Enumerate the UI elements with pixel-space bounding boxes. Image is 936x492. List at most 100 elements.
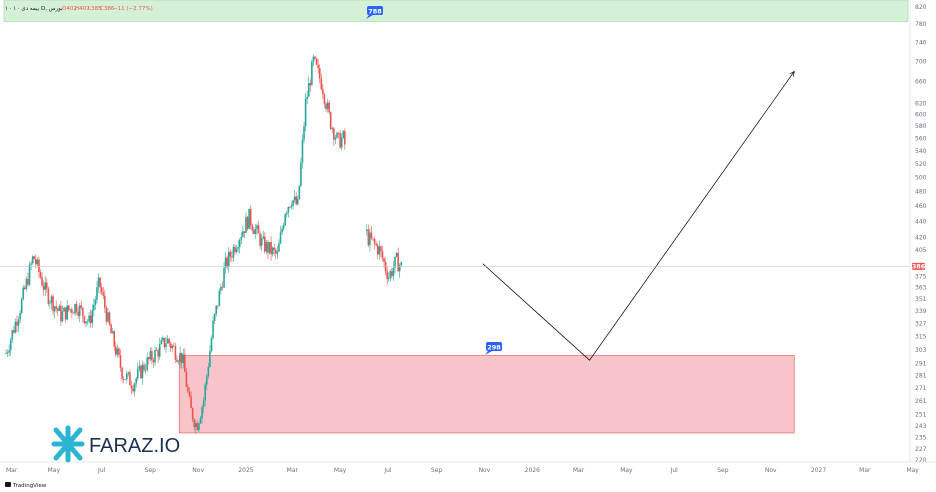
candle xyxy=(292,199,294,210)
support-zone-label: 298 xyxy=(485,342,502,355)
candle xyxy=(193,418,196,431)
candle xyxy=(99,277,101,295)
zones-layer: 788 298 xyxy=(3,0,909,434)
candle xyxy=(33,255,36,260)
candle xyxy=(166,335,169,344)
ohlc-low: L385 xyxy=(88,6,102,12)
candle xyxy=(331,126,334,134)
candle xyxy=(295,192,297,206)
candle xyxy=(124,379,127,381)
candle xyxy=(17,316,20,333)
candle xyxy=(55,300,57,313)
candle xyxy=(270,236,272,261)
x-tick-label: Nov xyxy=(765,467,777,474)
candle xyxy=(52,293,54,316)
candle xyxy=(71,307,73,319)
candle xyxy=(72,311,75,314)
candle xyxy=(50,294,53,310)
candle xyxy=(391,267,393,279)
y-tick-labels: 820 780 740 700 660 620 600 580 560 540 520 500 480 4… xyxy=(915,4,927,464)
candle xyxy=(19,310,21,324)
candle xyxy=(326,98,329,113)
ohlc-high: H407 xyxy=(75,6,90,12)
candle xyxy=(31,255,34,265)
candle xyxy=(370,226,373,240)
ohlc-legend: ۱ · بیمه دی · ۱ D, بورس O402 H407 L385 C… xyxy=(5,6,153,12)
candle xyxy=(63,306,65,312)
y-tick-label: 261 xyxy=(915,398,927,405)
resistance-zone[interactable] xyxy=(3,0,909,22)
candle xyxy=(66,299,68,321)
faraz-brand-text: FARAZ.IO xyxy=(89,435,180,457)
candle xyxy=(271,246,274,257)
x-tick-label: Mar xyxy=(287,467,299,474)
candle xyxy=(20,297,23,315)
candle xyxy=(146,352,148,372)
candle xyxy=(152,357,155,368)
candle xyxy=(47,286,50,307)
candle xyxy=(198,422,200,433)
candle xyxy=(22,284,25,301)
candle xyxy=(285,210,288,218)
projection-layer[interactable] xyxy=(482,70,795,361)
x-tick-label: Sep xyxy=(717,467,729,474)
y-tick-label: 251 xyxy=(915,412,927,419)
candle xyxy=(30,260,32,270)
candle xyxy=(322,83,324,99)
candle xyxy=(121,366,123,383)
candle xyxy=(177,359,180,365)
candle xyxy=(242,225,244,238)
candle xyxy=(298,185,301,200)
candles-layer xyxy=(5,54,403,434)
projection-path[interactable] xyxy=(482,71,795,361)
candle xyxy=(100,282,103,295)
y-tick-label: 363 xyxy=(915,285,927,292)
candle xyxy=(136,362,139,382)
candle xyxy=(392,261,395,282)
candle xyxy=(169,341,172,352)
candle xyxy=(300,158,302,188)
candle xyxy=(273,243,276,256)
candle xyxy=(243,231,246,239)
candle xyxy=(375,241,377,247)
candle xyxy=(216,305,219,310)
y-tick-label: 600 xyxy=(915,112,927,119)
tradingview-logo-icon xyxy=(5,482,11,487)
price-axis[interactable] xyxy=(910,0,936,462)
candle xyxy=(342,129,345,140)
x-tick-label: May xyxy=(620,467,633,474)
candle xyxy=(195,419,197,434)
candle xyxy=(264,232,266,254)
candle xyxy=(27,272,29,287)
candle xyxy=(94,296,97,310)
candle xyxy=(268,241,271,255)
candle xyxy=(141,360,144,385)
x-tick-label: 2026 xyxy=(525,467,540,474)
tradingview-label: TradingView xyxy=(12,483,47,489)
projection-arrowhead xyxy=(789,70,795,77)
candle xyxy=(105,305,108,325)
candle xyxy=(180,352,183,369)
candle xyxy=(102,286,105,300)
candle xyxy=(91,304,94,328)
candle xyxy=(196,420,199,431)
candle xyxy=(199,415,202,425)
candle xyxy=(381,245,384,262)
support-zone[interactable] xyxy=(178,355,795,434)
candle xyxy=(154,346,156,366)
candle xyxy=(125,370,128,384)
candle xyxy=(38,256,40,278)
candle xyxy=(275,247,277,260)
candle xyxy=(251,223,254,234)
x-tick-label: May xyxy=(334,467,347,474)
candle xyxy=(293,190,296,204)
candle xyxy=(224,252,227,275)
y-tick-label: 440 xyxy=(915,218,927,225)
candle xyxy=(60,301,62,327)
candle xyxy=(115,341,117,357)
candle xyxy=(132,384,134,394)
tradingview-footer[interactable]: TradingView xyxy=(5,482,47,489)
candle xyxy=(304,92,307,132)
candle xyxy=(215,305,217,317)
